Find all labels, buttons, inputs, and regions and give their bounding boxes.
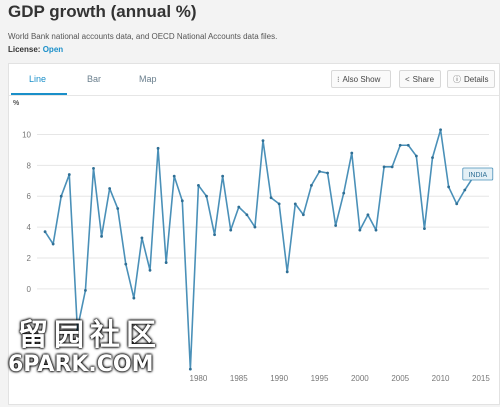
data-point xyxy=(197,183,200,187)
license-link[interactable]: Open xyxy=(42,45,64,54)
data-point xyxy=(269,196,273,200)
share-label: Share xyxy=(412,74,435,84)
data-point xyxy=(245,213,249,217)
data-point xyxy=(213,233,216,237)
page-title: GDP growth (annual %) xyxy=(8,2,197,21)
data-point xyxy=(156,146,160,150)
tabbar-divider xyxy=(9,95,499,96)
data-point xyxy=(374,228,378,232)
data-point xyxy=(124,262,128,266)
x-tick-label: 1985 xyxy=(230,374,248,383)
info-icon: ⁝ xyxy=(337,74,340,84)
data-point xyxy=(293,202,297,206)
data-point xyxy=(285,270,289,274)
data-point xyxy=(164,261,168,264)
data-point xyxy=(221,174,225,178)
license-label: License: xyxy=(8,45,41,54)
data-point xyxy=(277,202,281,206)
line-chart: 0 2 4 6 8 10% 1980 1985 1990 1995 2000 2005 2010 2015… xyxy=(13,100,494,383)
x-tick-label: 1995 xyxy=(311,374,329,383)
data-point xyxy=(439,128,442,132)
data-point xyxy=(100,234,103,238)
data-point xyxy=(237,205,241,209)
data-point xyxy=(318,170,321,173)
watermark-logo: 留园社区 xyxy=(18,318,162,353)
watermark: 留园社区 6PARK.COM xyxy=(8,310,188,395)
data-point xyxy=(132,296,136,300)
data-point xyxy=(148,268,152,272)
active-tab-indicator xyxy=(11,93,67,95)
data-point xyxy=(172,174,176,178)
data-point xyxy=(342,191,346,195)
data-point xyxy=(455,202,459,206)
data-point xyxy=(350,151,354,155)
data-point xyxy=(366,213,370,217)
x-tick-label: 1990 xyxy=(270,374,288,383)
y-tick-label: 2 xyxy=(27,254,32,263)
source-note: World Bank national accounts data, and O… xyxy=(8,32,278,41)
data-point xyxy=(116,207,120,210)
data-point xyxy=(140,236,144,240)
details-button[interactable]: ⓘ Details xyxy=(447,70,495,88)
data-point xyxy=(326,171,329,175)
data-point xyxy=(84,288,87,292)
series-label: INDIA xyxy=(468,172,487,179)
data-point xyxy=(431,156,434,159)
data-point xyxy=(253,225,257,229)
y-tick-label: 0 xyxy=(27,285,32,294)
data-point xyxy=(301,213,305,217)
tab-line[interactable]: Line xyxy=(29,74,47,84)
data-point xyxy=(59,194,63,198)
details-icon: ⓘ xyxy=(453,74,461,84)
data-point xyxy=(463,188,467,192)
data-point xyxy=(205,194,208,198)
tab-bar[interactable]: Bar xyxy=(87,74,102,84)
y-tick-label: 6 xyxy=(27,192,32,201)
also-show-label: Also Show xyxy=(342,74,381,84)
tab-map[interactable]: Map xyxy=(139,74,157,84)
data-point xyxy=(188,367,192,371)
data-point xyxy=(358,228,362,232)
share-icon: < xyxy=(405,74,410,84)
data-point xyxy=(414,154,418,158)
y-tick-label: 10 xyxy=(22,130,31,139)
data-point xyxy=(447,185,451,189)
x-tick-label: 2000 xyxy=(351,374,369,383)
y-tick-label: 4 xyxy=(27,223,32,232)
license-line: License: Open xyxy=(8,45,63,54)
data-point xyxy=(92,167,95,170)
data-point xyxy=(180,199,184,203)
chart-tabs: Line Bar Map xyxy=(9,64,499,95)
data-point xyxy=(310,183,313,187)
y-axis-unit: % xyxy=(13,100,20,107)
details-label: Details xyxy=(464,74,489,84)
y-tick-label: 8 xyxy=(27,161,32,170)
also-show-button[interactable]: ⁝ Also Show xyxy=(331,70,391,88)
data-point xyxy=(334,224,338,227)
share-button[interactable]: < Share xyxy=(399,70,441,88)
watermark-site: 6PARK.COM xyxy=(8,352,154,377)
x-tick-label: 2005 xyxy=(391,374,409,383)
data-point xyxy=(423,227,426,231)
data-point xyxy=(51,242,55,246)
data-point xyxy=(382,165,386,169)
data-point xyxy=(67,173,71,176)
chart-panel: Line Bar Map ⁝ Also Show < Share ⓘ Detai… xyxy=(8,63,500,405)
series-label-box xyxy=(462,167,494,181)
data-point xyxy=(43,230,47,234)
x-tick-label: 2015 xyxy=(472,374,490,383)
data-point xyxy=(229,228,233,232)
data-point xyxy=(261,139,265,143)
data-point xyxy=(406,143,410,147)
data-point xyxy=(398,143,402,147)
x-tick-label: 1980 xyxy=(190,374,208,383)
data-point xyxy=(108,187,112,190)
data-point xyxy=(390,165,394,169)
data-point xyxy=(75,327,79,331)
x-tick-label: 2010 xyxy=(432,374,450,383)
